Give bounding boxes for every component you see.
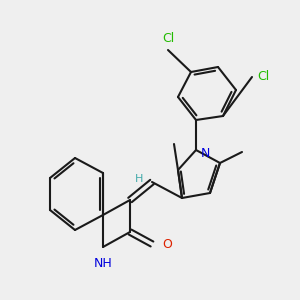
Text: N: N xyxy=(201,147,210,160)
Text: H: H xyxy=(135,174,143,184)
Text: Cl: Cl xyxy=(257,70,269,83)
Text: Cl: Cl xyxy=(162,32,174,45)
Text: O: O xyxy=(162,238,172,250)
Text: NH: NH xyxy=(94,257,112,270)
